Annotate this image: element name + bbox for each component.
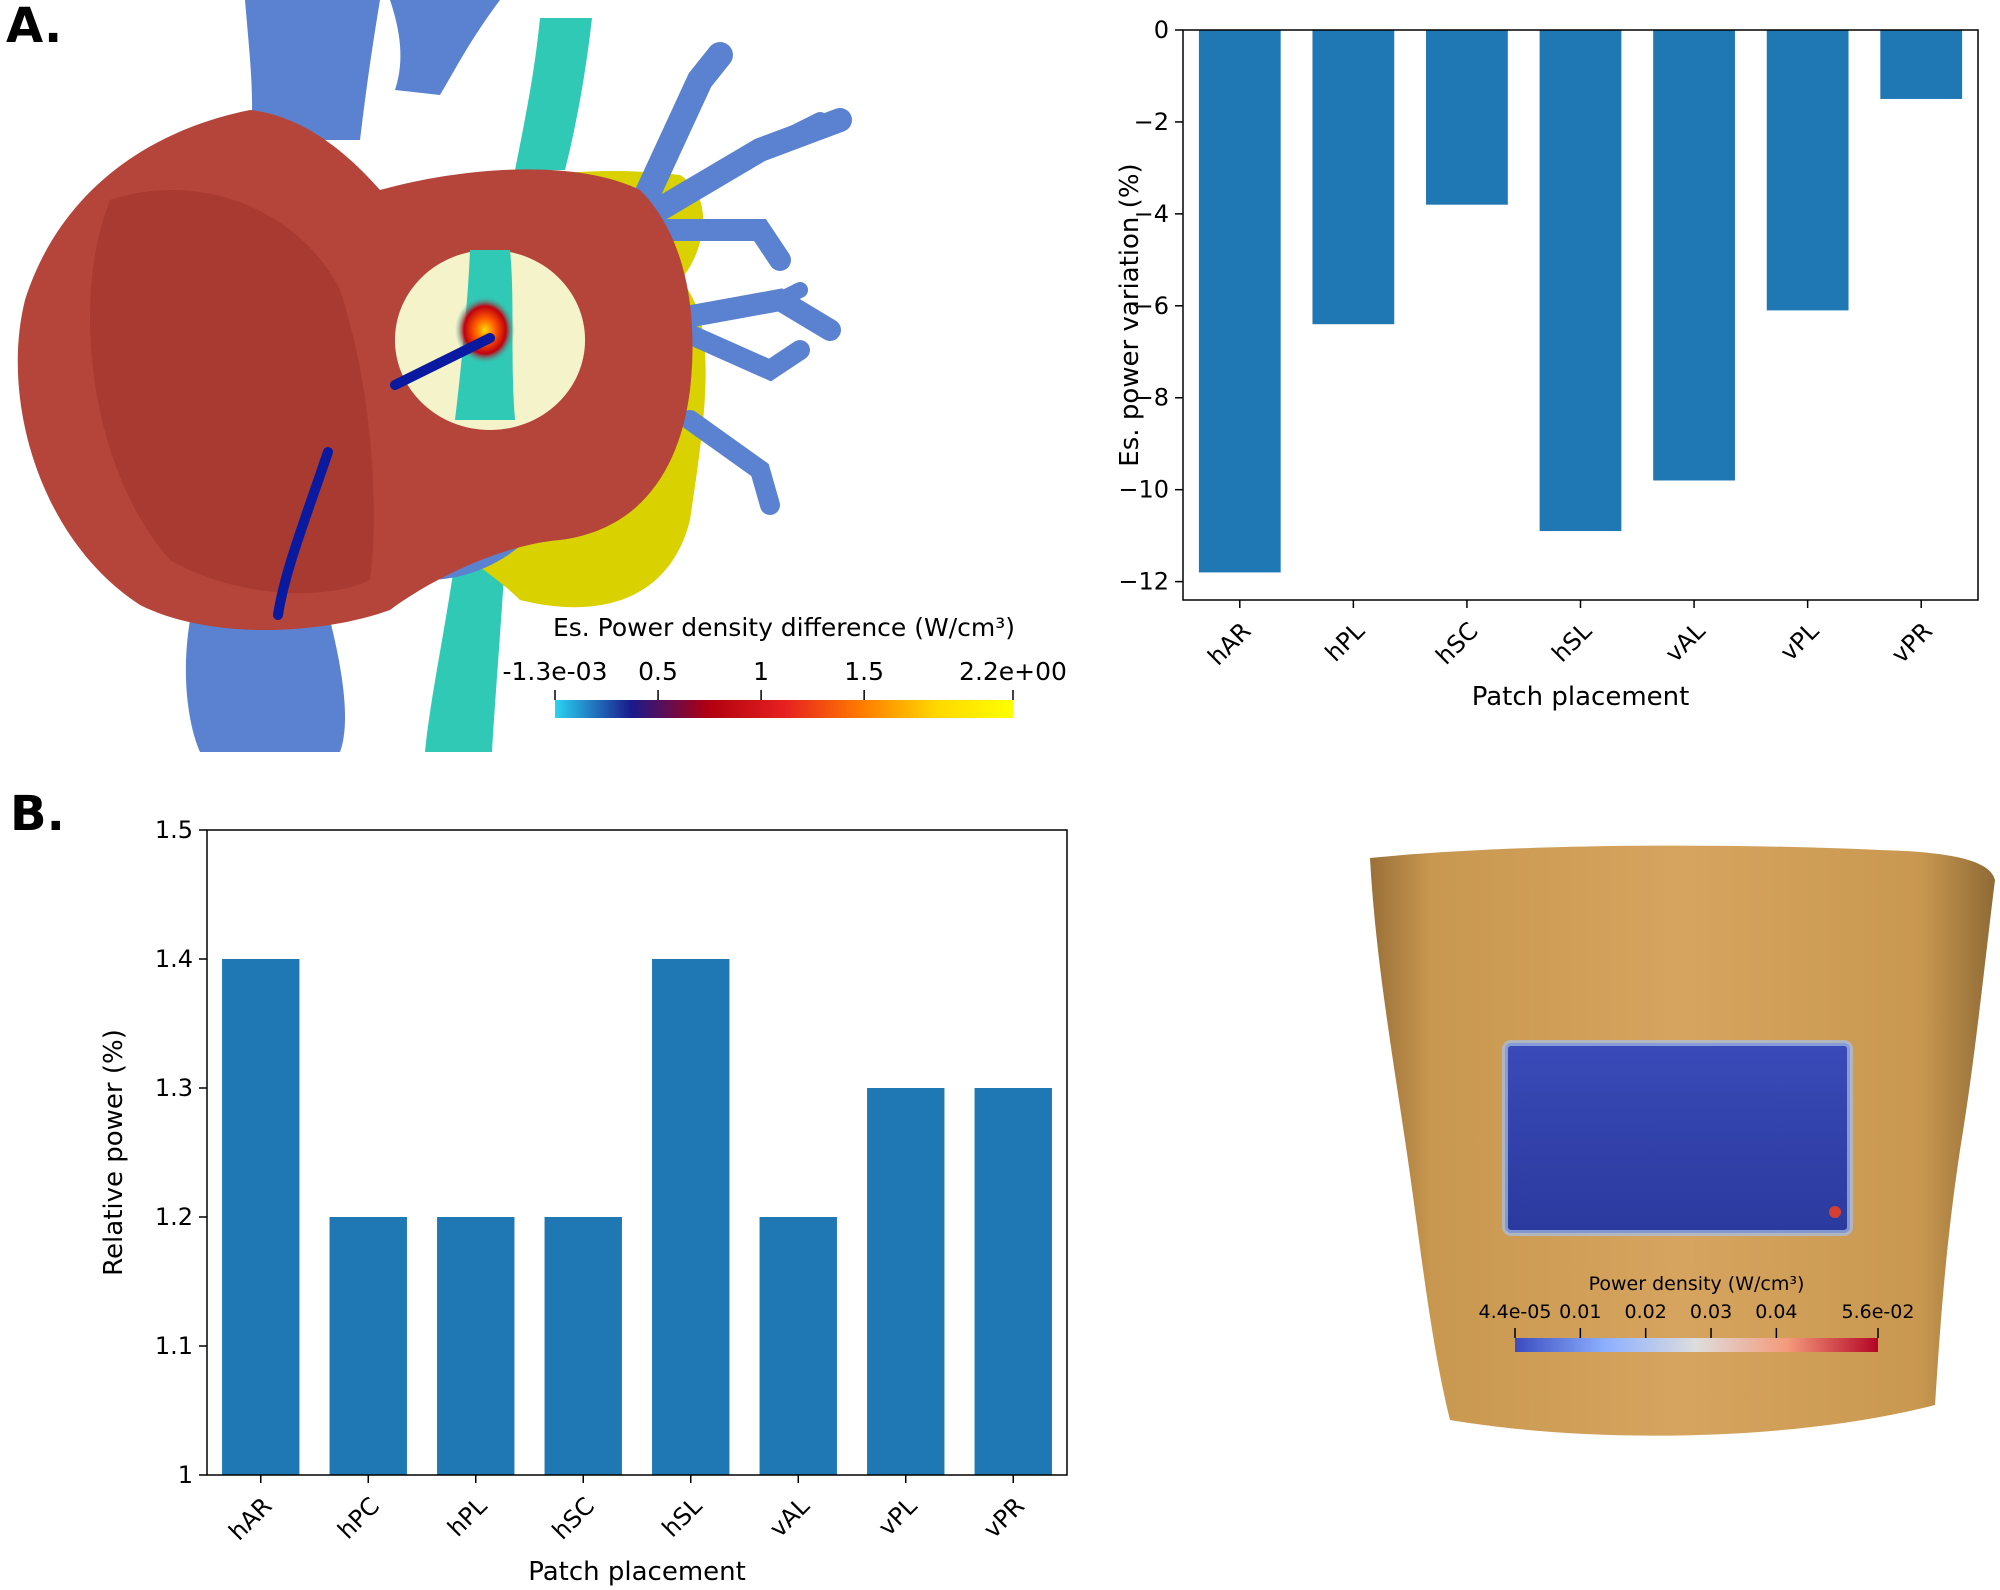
bar-chart-relative-power: hAR hPC hPL hSC hSL vAL vPL vPR 1 1.1 1.2 1.3 1.4 1.5… [99,816,1068,1587]
bar-vAL [1653,30,1735,481]
x-tick-label: vPR [1886,617,1938,669]
esophagus [515,18,592,170]
x-tick-label: hAR [1203,617,1257,671]
y-tick-label: 1.4 [155,945,193,973]
y-axis-label: Relative power (%) [99,1029,129,1276]
y-tick-label: −4 [1134,200,1169,228]
x-tick-label: hSL [1546,616,1597,667]
x-tick-label: hPL [442,1491,493,1542]
x-tick-label: vPL [1775,616,1825,666]
electrode-patch [1502,1040,1853,1236]
upper-vessel-branch [390,0,500,95]
heart-colorbar: Es. Power density difference (W/cm³) -1.3… [503,613,1067,718]
colorbar-tick-label: 0.02 [1625,1301,1667,1323]
y-tick-label: −8 [1134,384,1169,412]
y-tick-label: 1 [178,1461,193,1489]
x-tick-label: vAL [1660,616,1711,667]
colorbar-tick-label: 0.04 [1755,1301,1797,1323]
torso-colorbar: Power density (W/cm³) 4.4e-05 0.01 0.02 0.03… [1479,1273,1915,1352]
bar-chart-es-power-variation: hAR hPL hSC hSL vAL vPL vPR 0 −2 −4 −6 −8 −10 −12 Patc… [1115,16,1979,712]
colorbar-tick-label: 4.4e-05 [1479,1301,1552,1323]
x-tick-label: hAR [223,1492,277,1546]
colorbar-tick-label: 0.03 [1690,1301,1732,1323]
y-tick-label: −2 [1134,108,1169,136]
colorbar-title: Es. Power density difference (W/cm³) [553,613,1015,642]
bar-vPR [974,1088,1052,1475]
plot-frame [1182,29,1979,601]
bar-vPL [867,1088,945,1475]
x-tick-label: vAL [764,1491,815,1542]
colorbar-ramp [1515,1338,1878,1352]
upper-vessel [245,0,380,140]
bar-hSL [652,959,730,1475]
x-tick-label: vPR [978,1492,1030,1544]
colorbar-title: Power density (W/cm³) [1589,1273,1805,1295]
panel-label-a: A. [6,0,63,54]
bar-hSC [544,1217,622,1475]
y-tick-label: −12 [1118,568,1169,596]
colorbar-tick-label: 1.5 [844,657,884,686]
colorbar-tick-label: 1 [753,657,769,686]
bar-hPL [437,1217,515,1475]
y-tick-label: −6 [1134,292,1169,320]
colorbar-ramp [555,700,1013,718]
patch-hotspot [1829,1206,1841,1218]
bar-vPR [1880,30,1963,99]
bar-vPL [1766,30,1849,311]
x-tick-label: hSL [657,1491,708,1542]
bar-vAL [759,1217,837,1475]
heart-inner-wall [90,190,374,594]
colorbar-tick-label: -1.3e-03 [503,657,608,686]
x-axis-label: Patch placement [528,1557,746,1587]
colorbar-tick-label: 0.5 [638,657,678,686]
x-tick-label: hPL [1320,616,1371,667]
esophagus-lower [425,560,505,752]
y-tick-label: 1.3 [155,1074,193,1102]
y-tick-label: −10 [1118,476,1169,504]
lower-vessel [185,620,346,752]
x-tick-label: hSC [547,1492,600,1545]
bar-hPC [329,1217,407,1475]
y-tick-label: 1.5 [155,816,193,844]
catheter-upper [390,333,495,390]
x-tick-label: vPL [873,1491,923,1541]
x-tick-label: hPC [332,1492,385,1545]
y-tick-label: 1.1 [155,1332,193,1360]
colorbar-tick-label: 5.6e-02 [1842,1301,1915,1323]
bar-hAR [1198,30,1281,573]
x-tick-label: hSC [1430,617,1483,670]
y-tick-label: 1.2 [155,1203,193,1231]
colorbar-tick-label: 0.01 [1559,1301,1601,1323]
bar-hSC [1426,30,1508,205]
colorbar-tick-label: 2.2e+00 [959,657,1067,686]
bar-hPL [1312,30,1395,325]
y-tick-label: 0 [1154,16,1169,44]
catheter-lower [273,447,333,620]
bar-hAR [222,959,300,1475]
plot-frame [206,829,1068,1476]
panel-label-b: B. [10,786,65,842]
bar-hSL [1539,30,1622,532]
y-axis-label: Es. power variation (%) [1115,163,1145,466]
x-axis-label: Patch placement [1472,682,1690,712]
